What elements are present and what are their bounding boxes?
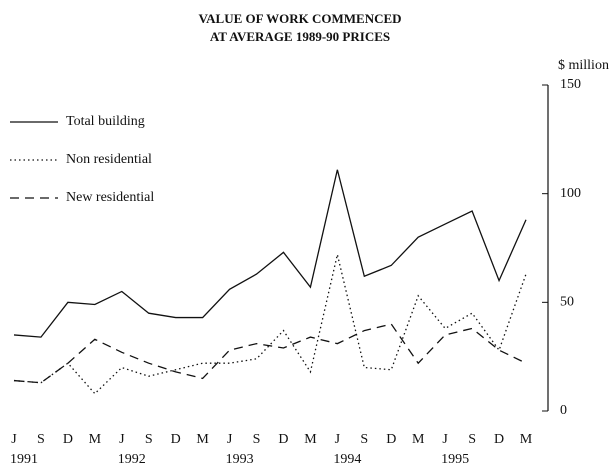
y-axis-label: $ million [558,58,609,73]
x-tick-label: D [171,432,181,447]
y-tick-label: 100 [560,186,581,201]
x-tick-label: S [145,432,153,447]
year-label: 1993 [226,452,254,467]
x-tick-label: M [196,432,209,447]
legend-label: Non residential [66,152,152,167]
year-label: 1994 [333,452,361,467]
legend-label: Total building [66,114,145,129]
year-label: 1995 [441,452,469,467]
x-tick-label: D [494,432,504,447]
x-tick-label: D [386,432,396,447]
x-tick-label: J [11,432,17,447]
y-tick-label: 150 [560,77,581,92]
x-tick-label: J [442,432,448,447]
x-tick-label: D [278,432,288,447]
x-tick-label: J [119,432,125,447]
chart-title: AT AVERAGE 1989-90 PRICES [210,29,390,44]
y-tick-label: 0 [560,403,567,418]
x-tick-label: S [253,432,261,447]
x-tick-label: M [520,432,533,447]
series-line [13,323,527,384]
year-label: 1992 [118,452,146,467]
x-tick-label: S [37,432,45,447]
x-tick-label: M [412,432,425,447]
x-tick-label: J [227,432,233,447]
series-line [13,169,527,338]
x-tick-label: S [360,432,368,447]
x-tick-label: J [335,432,341,447]
y-tick-label: 50 [560,295,574,310]
x-tick-label: M [89,432,102,447]
legend-label: New residential [66,190,154,205]
x-tick-label: S [468,432,476,447]
year-label: 1991 [10,452,38,467]
chart-title: VALUE OF WORK COMMENCED [198,11,401,26]
series-line [13,254,527,395]
x-tick-label: M [304,432,317,447]
x-tick-label: D [63,432,73,447]
